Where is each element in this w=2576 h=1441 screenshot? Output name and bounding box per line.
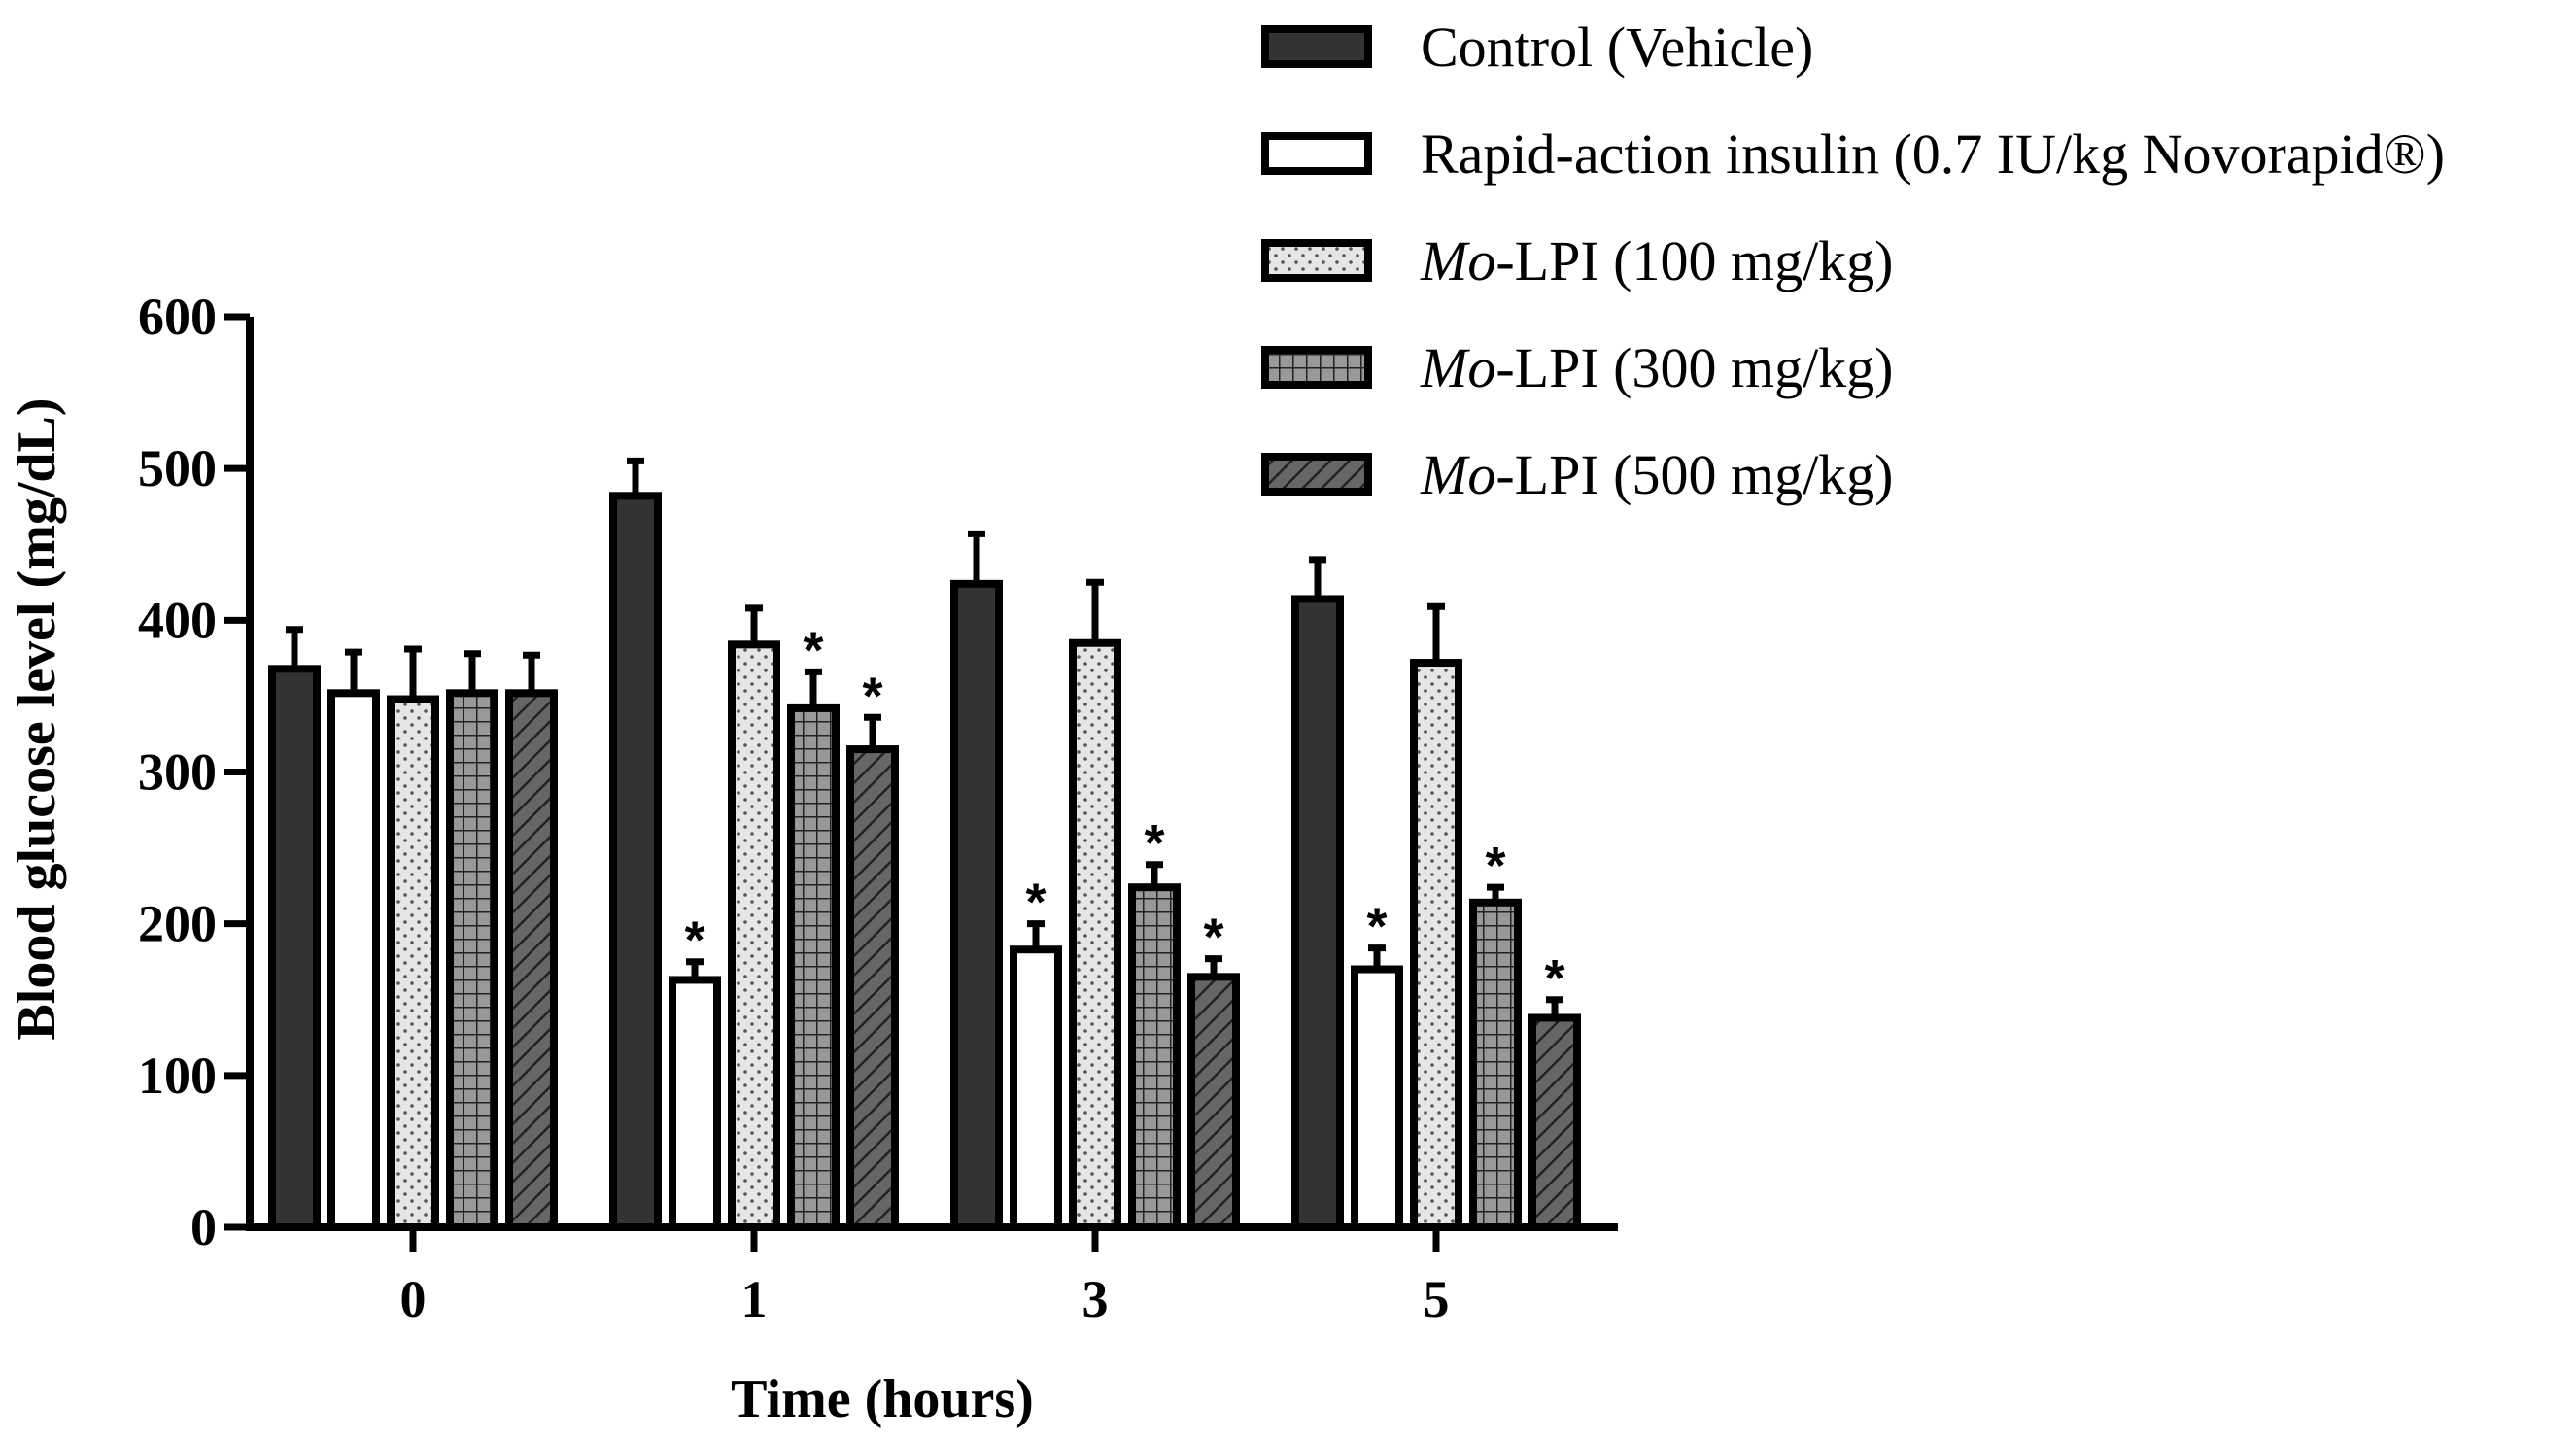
legend-item: Mo-LPI (500 mg/kg) xyxy=(1261,443,1894,506)
bar xyxy=(669,976,721,1231)
legend-label: Mo-LPI (100 mg/kg) xyxy=(1420,229,1894,292)
bar xyxy=(1528,1013,1581,1231)
bar xyxy=(327,689,380,1231)
significance-marker: * xyxy=(684,911,704,970)
bars-layer: * * * * * * * * * xyxy=(268,457,1581,1232)
legend-label: Control (Vehicle) xyxy=(1421,16,1813,79)
x-axis-title: Time (hours) xyxy=(731,1369,1034,1429)
legend-item: Rapid-action insulin (0.7 IU/kg Novorapi… xyxy=(1261,122,2445,186)
bar xyxy=(1010,945,1062,1232)
bar-group-5: * * * xyxy=(1291,556,1581,1231)
bar xyxy=(505,689,558,1231)
x-tick-label: 5 xyxy=(1424,1270,1450,1328)
y-tick-label: 600 xyxy=(138,288,217,346)
legend-label: Rapid-action insulin (0.7 IU/kg Novorapi… xyxy=(1421,122,2445,186)
bar xyxy=(268,665,321,1231)
bar xyxy=(787,703,840,1231)
y-tick-label: 500 xyxy=(138,439,217,497)
bar xyxy=(1351,965,1403,1231)
y-tick-label: 300 xyxy=(138,743,217,802)
x-tick-label: 1 xyxy=(741,1270,768,1328)
y-tick-label: 100 xyxy=(138,1046,217,1105)
bar xyxy=(728,640,780,1231)
bar-group-1: * * * xyxy=(609,457,899,1231)
legend-label: Mo-LPI (500 mg/kg) xyxy=(1420,443,1894,506)
x-tick-label: 0 xyxy=(400,1270,427,1328)
significance-marker: * xyxy=(862,667,882,725)
significance-marker: * xyxy=(1485,837,1505,895)
legend-item: Mo-LPI (100 mg/kg) xyxy=(1261,229,1894,292)
bar xyxy=(1069,638,1121,1231)
y-tick-label: 200 xyxy=(138,895,217,953)
bar-group-3: * * * xyxy=(950,530,1240,1232)
bar xyxy=(1410,659,1462,1231)
legend-swatch xyxy=(1261,346,1372,389)
significance-marker: * xyxy=(1203,909,1223,967)
bar xyxy=(1187,973,1240,1231)
legend-swatch xyxy=(1261,239,1372,282)
legend-label: Mo-LPI (300 mg/kg) xyxy=(1420,336,1894,399)
legend: Control (Vehicle) Rapid-action insulin (0… xyxy=(1261,16,2445,506)
legend-item: Control (Vehicle) xyxy=(1261,16,1813,79)
significance-marker: * xyxy=(1366,898,1387,956)
significance-marker: * xyxy=(803,621,823,679)
bar-group-0 xyxy=(268,626,558,1231)
significance-marker: * xyxy=(1025,874,1046,932)
y-tick-label: 0 xyxy=(190,1198,217,1256)
significance-marker: * xyxy=(1544,949,1564,1008)
significance-marker: * xyxy=(1144,814,1164,873)
bar xyxy=(1291,595,1344,1231)
y-tick-label: 400 xyxy=(138,591,217,649)
bar xyxy=(1469,898,1522,1231)
bar xyxy=(846,745,899,1231)
legend-swatch xyxy=(1261,132,1372,175)
legend-swatch xyxy=(1261,25,1372,68)
legend-item: Mo-LPI (300 mg/kg) xyxy=(1261,336,1894,399)
bar xyxy=(387,695,439,1231)
bar xyxy=(950,579,1003,1231)
bar xyxy=(1128,883,1181,1231)
bar xyxy=(609,492,662,1231)
bar xyxy=(446,689,498,1231)
x-tick-label: 3 xyxy=(1082,1270,1109,1328)
y-axis-title: Blood glucose level (mg/dL) xyxy=(7,397,67,1040)
legend-swatch xyxy=(1261,453,1372,496)
